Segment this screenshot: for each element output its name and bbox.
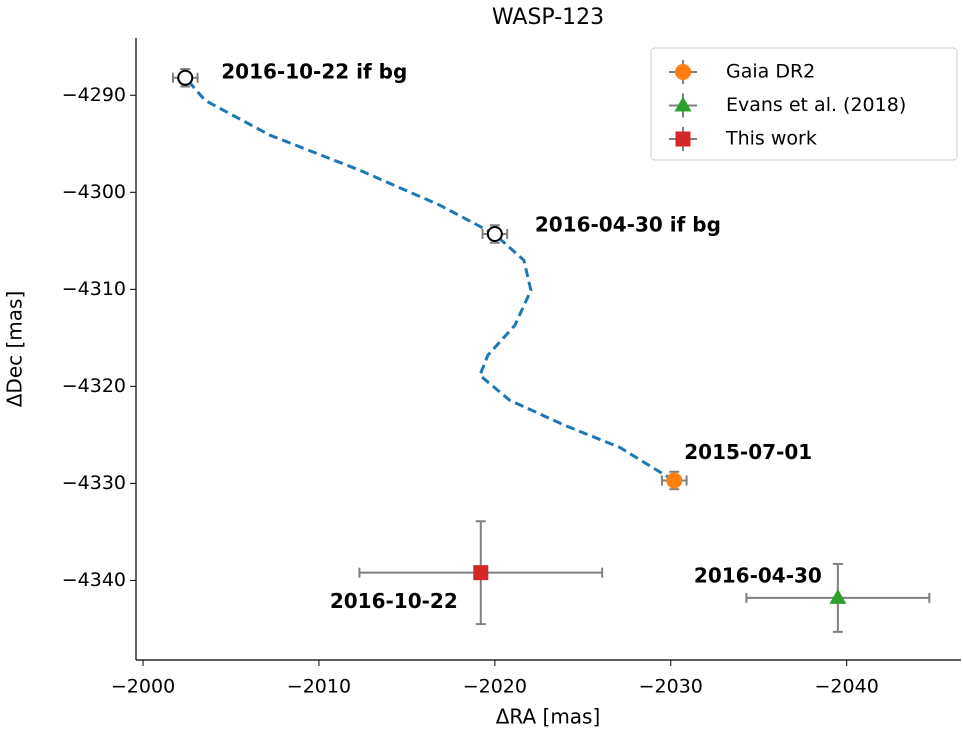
marker [666, 472, 683, 489]
chart-title: WASP-123 [492, 5, 604, 30]
annotation: 2016-10-22 if bg [221, 59, 407, 83]
y-tick-label: −4310 [62, 278, 126, 300]
y-tick-label: −4320 [62, 375, 126, 397]
x-tick-label: −2010 [287, 676, 351, 698]
annotation: 2015-07-01 [684, 440, 812, 464]
legend-label: This work [725, 128, 817, 150]
y-tick-label: −4290 [62, 84, 126, 106]
legend-marker [675, 64, 691, 80]
y-axis-label: ΔDec [mas] [3, 291, 27, 408]
x-tick-label: −2020 [463, 676, 527, 698]
background-point [177, 69, 194, 86]
trajectory [184, 77, 675, 482]
annotation: 2016-04-30 [694, 563, 822, 587]
x-tick-label: −2030 [639, 676, 703, 698]
y-tick-label: −4330 [62, 472, 126, 494]
legend-marker [674, 96, 692, 112]
x-tick-label: −2040 [815, 676, 879, 698]
legend-label: Evans et al. (2018) [726, 94, 906, 116]
legend-label: Gaia DR2 [726, 61, 815, 83]
marker [829, 588, 847, 604]
annotation: 2016-10-22 [330, 589, 458, 613]
legend-marker [675, 131, 691, 147]
y-tick-label: −4300 [62, 181, 126, 203]
annotation: 2016-04-30 if bg [535, 213, 721, 237]
x-axis-label: ΔRA [mas] [496, 705, 601, 729]
y-tick-label: −4340 [62, 569, 126, 591]
background-point [486, 226, 503, 243]
legend: Gaia DR2 Evans et al. (2018) This work [650, 47, 958, 161]
x-tick-label: −2000 [111, 676, 175, 698]
legend-box [650, 47, 958, 161]
marker [473, 565, 489, 581]
